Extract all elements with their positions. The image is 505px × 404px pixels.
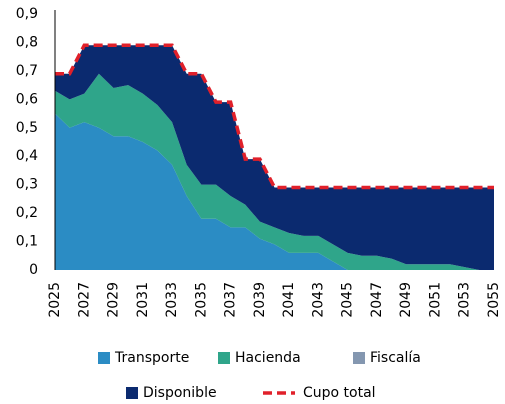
legend-label: Fiscalía [370,350,421,366]
x-tick-label: 2055 [486,282,502,318]
area [55,113,494,270]
y-tick-label: 0,8 [16,34,38,50]
y-tick-label: 0,3 [16,177,38,193]
x-tick-label: 2031 [135,282,151,318]
x-tick-label: 2045 [340,282,356,318]
y-tick-label: 0,1 [16,234,38,250]
area [55,45,494,271]
x-tick-label: 2037 [223,282,239,318]
legend-swatch [126,387,138,399]
line [55,43,494,190]
y-tick-label: 0,2 [16,205,38,221]
x-tick-label: 2039 [252,282,268,318]
x-tick-label: 2043 [310,282,326,318]
x-tick-label: 2041 [281,282,297,318]
x-tick-label: 2029 [106,282,122,318]
y-tick-label: 0,5 [16,120,38,136]
legend-swatch [218,352,230,364]
x-tick-label: 2033 [164,282,180,318]
y-tick-label: 0,9 [16,6,38,22]
area [55,73,494,270]
y-tick-label: 0,7 [16,63,38,79]
y-tick-label: 0,6 [16,91,38,107]
x-tick-label: 2025 [47,282,63,318]
x-tick-label: 2053 [457,282,473,318]
y-tick-label: 0 [29,262,38,278]
x-tick-label: 2047 [369,282,385,318]
x-tick-label: 2027 [76,282,92,318]
legend-swatch [353,352,365,364]
legend-label: Disponible [143,385,217,401]
x-tick-label: 2049 [398,282,414,318]
legend-label: Hacienda [235,350,301,366]
x-tick-label: 2035 [193,282,209,318]
legend-label: Transporte [114,350,189,366]
y-tick-label: 0,4 [16,148,38,164]
legend-swatch [98,352,110,364]
legend-label: Cupo total [303,385,376,401]
x-tick-label: 2051 [427,282,443,318]
